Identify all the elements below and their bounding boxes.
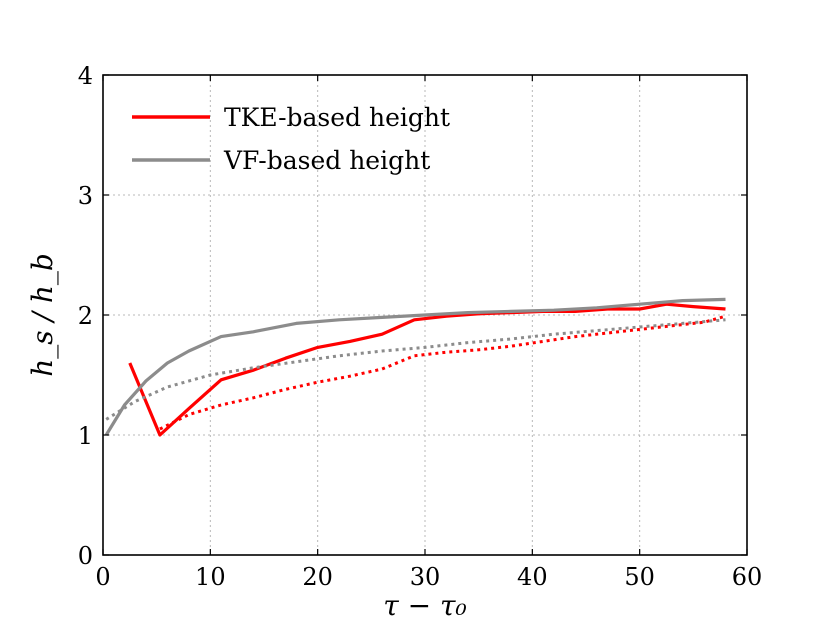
series-line-gray-dotted <box>105 318 726 421</box>
series-line-vf-based-height <box>104 297 726 436</box>
series-lines <box>104 297 726 437</box>
y-tick-label: 3 <box>78 182 93 210</box>
x-axis-label: τ − τ₀ <box>383 589 466 622</box>
y-axis-label: h_s / h_b <box>26 253 59 377</box>
legend-label-tke: TKE-based height <box>224 103 450 132</box>
x-tick-label: 60 <box>732 563 763 591</box>
x-tick-label: 50 <box>624 563 655 591</box>
y-tick-label: 0 <box>78 542 93 570</box>
x-tick-label: 0 <box>95 563 110 591</box>
series-line-red-dotted <box>159 314 726 431</box>
series-line-tke-based-height <box>128 302 726 437</box>
y-tick-label: 2 <box>78 302 93 330</box>
y-tick-label: 1 <box>78 422 93 450</box>
x-tick-label: 10 <box>195 563 226 591</box>
legend-label-vf: VF-based height <box>223 146 430 175</box>
y-tick-label: 4 <box>78 62 93 90</box>
x-tick-label: 30 <box>410 563 441 591</box>
x-tick-label: 20 <box>302 563 333 591</box>
axis-ticks: 0 10 20 30 40 50 60 0 1 2 3 4 <box>78 62 763 591</box>
x-tick-label: 40 <box>517 563 548 591</box>
legend: TKE-based height VF-based height <box>132 103 450 175</box>
gridlines <box>103 75 747 555</box>
